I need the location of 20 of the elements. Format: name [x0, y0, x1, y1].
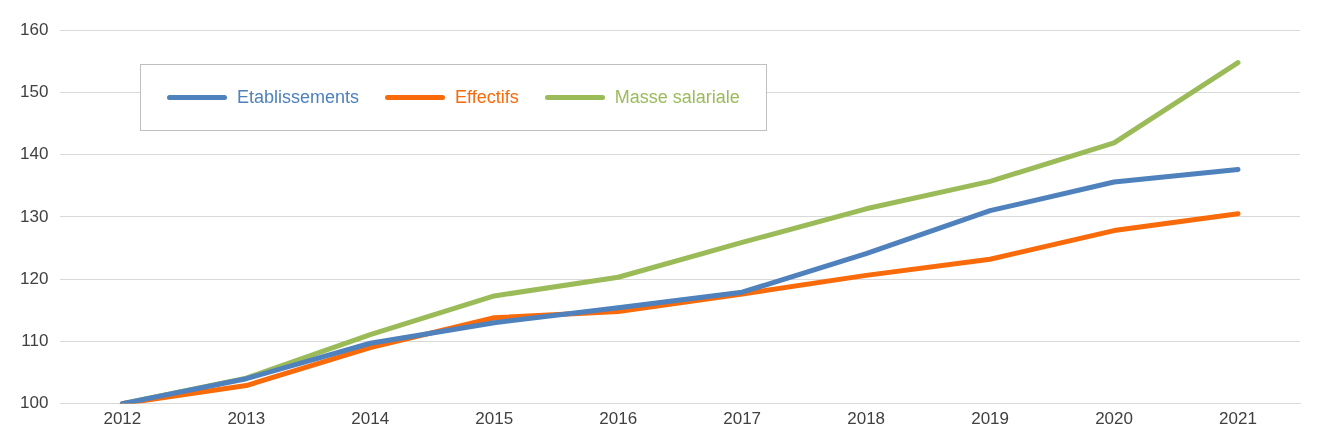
- y-tick-label: 110: [21, 331, 49, 351]
- y-tick-label: 150: [19, 82, 49, 102]
- legend-label: Masse salariale: [614, 87, 740, 108]
- y-tick-label: 140: [19, 144, 49, 164]
- x-tick-label: 2018: [847, 409, 886, 429]
- legend-label: Effectifs: [455, 87, 519, 108]
- x-tick-label: 2017: [723, 409, 762, 429]
- x-tick-label: 2013: [227, 409, 266, 429]
- x-tick-label: 2015: [475, 409, 514, 429]
- legend-label: Etablissements: [237, 87, 360, 108]
- y-tick-label: 130: [19, 206, 49, 226]
- x-tick-label: 2012: [103, 409, 142, 429]
- x-tick-label: 2021: [1219, 409, 1257, 429]
- x-tick-label: 2014: [351, 409, 390, 429]
- y-tick-label: 120: [19, 268, 49, 288]
- x-tick-label: 2019: [971, 409, 1010, 429]
- y-tick-label: 160: [19, 19, 49, 39]
- y-tick-label: 100: [19, 393, 49, 413]
- x-tick-label: 2016: [599, 409, 638, 429]
- x-tick-label: 2020: [1095, 409, 1133, 429]
